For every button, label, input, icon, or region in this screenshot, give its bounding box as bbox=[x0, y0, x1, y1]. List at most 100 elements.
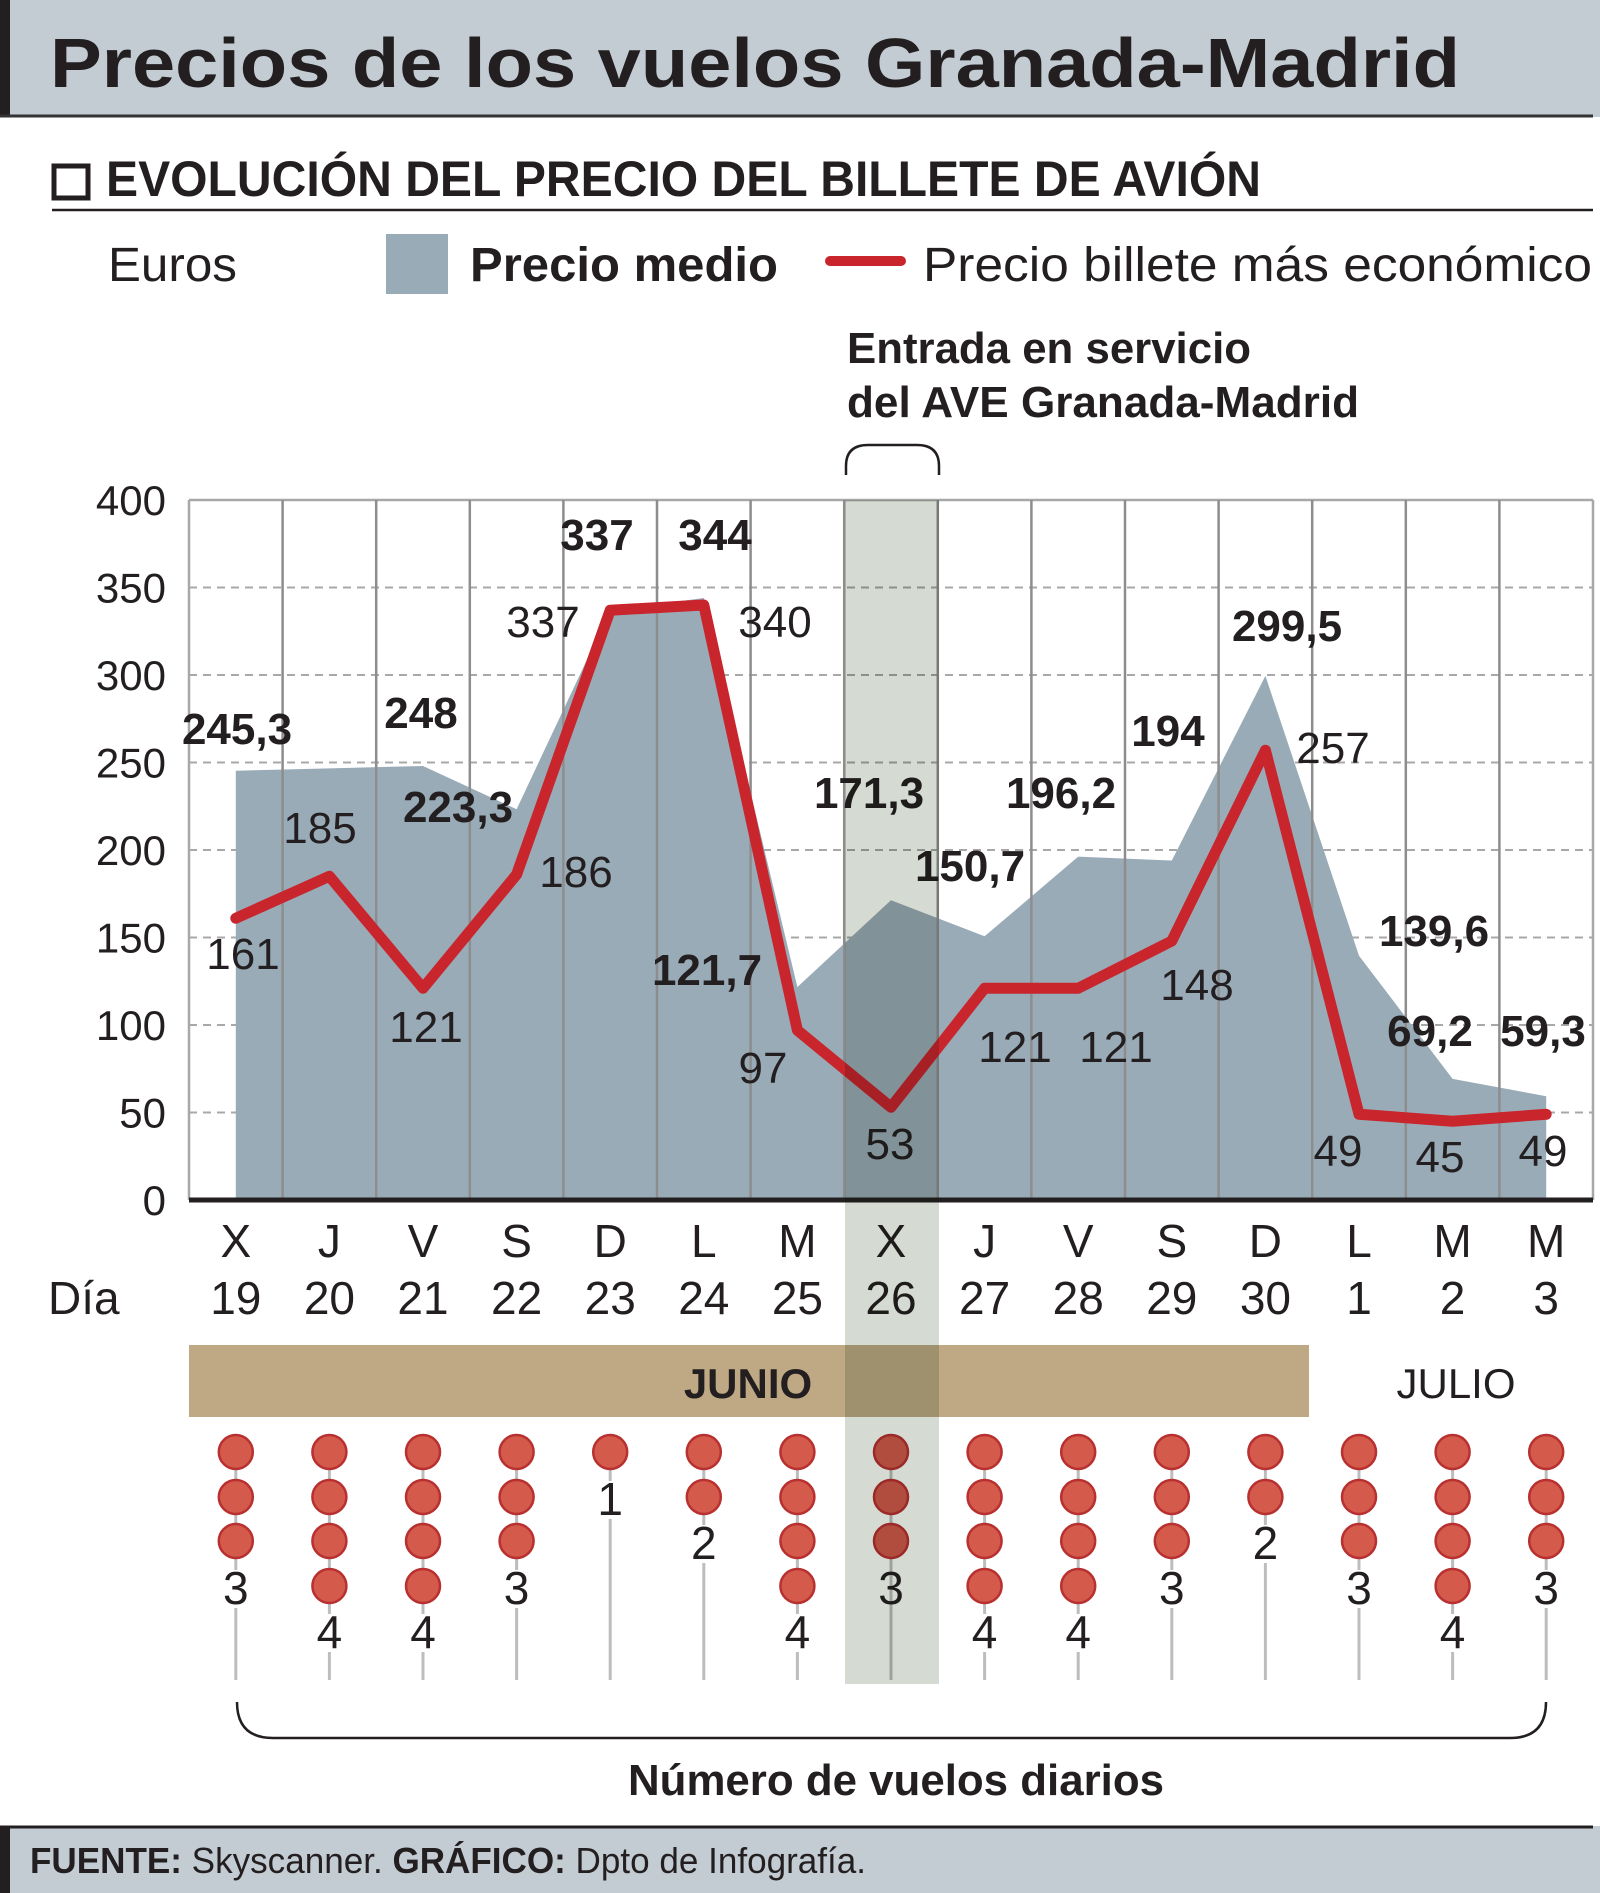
flight-dot bbox=[217, 1433, 255, 1471]
cheapest-price-label: 121 bbox=[978, 1023, 1051, 1072]
average-price-label: 337 bbox=[560, 511, 633, 560]
day-number-label: 30 bbox=[1240, 1272, 1291, 1324]
average-price-label: 248 bbox=[384, 689, 457, 738]
page-title: Precios de los vuelos Granada-Madrid bbox=[50, 24, 1460, 102]
flight-dot bbox=[404, 1433, 442, 1471]
weekday-label: D bbox=[1249, 1215, 1282, 1267]
flight-dot bbox=[1434, 1478, 1471, 1516]
flight-count-label: 3 bbox=[1533, 1562, 1559, 1614]
flight-dot bbox=[1153, 1478, 1191, 1516]
flight-dot bbox=[1059, 1478, 1097, 1516]
flight-dot bbox=[779, 1433, 816, 1471]
weekday-label: J bbox=[973, 1215, 996, 1267]
flight-dot bbox=[779, 1478, 816, 1516]
flight-count-label: 3 bbox=[223, 1562, 249, 1614]
flight-count-backdrop bbox=[689, 1525, 718, 1563]
flight-dot bbox=[966, 1478, 1003, 1516]
y-tick-label: 300 bbox=[96, 652, 166, 699]
flight-dot bbox=[217, 1478, 255, 1516]
day-number-label: 23 bbox=[585, 1272, 636, 1324]
flight-count-label: 4 bbox=[1065, 1606, 1091, 1658]
weekday-label: M bbox=[778, 1215, 816, 1267]
flight-count-backdrop bbox=[1157, 1570, 1186, 1608]
y-tick-label: 150 bbox=[96, 915, 166, 962]
day-number-label: 29 bbox=[1146, 1272, 1197, 1324]
flights-brace bbox=[235, 1701, 1548, 1740]
average-price-label: 245,3 bbox=[182, 705, 292, 754]
weekday-label: L bbox=[1346, 1215, 1372, 1267]
flight-count-backdrop bbox=[1438, 1614, 1467, 1652]
flight-dot bbox=[966, 1567, 1003, 1605]
footer-band bbox=[0, 1826, 1600, 1893]
flight-count-backdrop bbox=[1345, 1570, 1373, 1608]
unit-label: Euros bbox=[108, 239, 237, 292]
flight-dot bbox=[1153, 1433, 1191, 1471]
flight-dot bbox=[1434, 1522, 1471, 1560]
flight-dot bbox=[404, 1522, 442, 1560]
flight-dot bbox=[498, 1522, 535, 1560]
flight-count-label: 4 bbox=[410, 1606, 436, 1658]
day-number-label: 20 bbox=[304, 1272, 355, 1324]
cheapest-price-label: 257 bbox=[1296, 724, 1369, 773]
flight-dot bbox=[1527, 1433, 1565, 1471]
source-value: Skyscanner. bbox=[182, 1840, 392, 1881]
flight-dot bbox=[311, 1478, 348, 1516]
flight-dot bbox=[1247, 1478, 1284, 1516]
weekday-label: S bbox=[501, 1215, 532, 1267]
flight-dot bbox=[779, 1522, 816, 1560]
flight-dot bbox=[1059, 1433, 1097, 1471]
y-axis-ticks: 0 50 100 150 200 250 300 350 400 bbox=[96, 477, 166, 1224]
source-label: FUENTE: bbox=[30, 1840, 182, 1881]
legend-average-label: Precio medio bbox=[470, 239, 778, 292]
header-band bbox=[0, 0, 1600, 117]
flight-count-backdrop bbox=[596, 1481, 625, 1519]
legend-average-swatch bbox=[386, 234, 448, 294]
cheapest-price-label: 161 bbox=[206, 930, 279, 979]
cheapest-price-label: 340 bbox=[738, 598, 811, 647]
day-number-label: 3 bbox=[1533, 1272, 1559, 1324]
average-price-label: 344 bbox=[678, 511, 752, 560]
legend-cheapest-label: Precio billete más económico bbox=[923, 239, 1592, 292]
flight-dot bbox=[1153, 1522, 1191, 1560]
flight-count-label: 3 bbox=[1346, 1562, 1372, 1614]
flight-dot bbox=[966, 1433, 1003, 1471]
flight-count-label: 3 bbox=[1159, 1562, 1185, 1614]
average-price-label: 299,5 bbox=[1232, 602, 1342, 651]
section-title: EVOLUCIÓN DEL PRECIO DEL BILLETE DE AVIÓ… bbox=[106, 151, 1261, 207]
day-number-label: 25 bbox=[772, 1272, 823, 1324]
y-tick-label: 250 bbox=[96, 740, 166, 787]
flight-count-label: 4 bbox=[1440, 1606, 1466, 1658]
flight-count-label: 4 bbox=[785, 1606, 811, 1658]
flight-count-label: 1 bbox=[597, 1473, 623, 1525]
flight-dot bbox=[1527, 1522, 1565, 1560]
day-axis-label: Día bbox=[48, 1272, 120, 1324]
graphic-label: GRÁFICO: bbox=[392, 1840, 565, 1881]
day-number-label: 19 bbox=[210, 1272, 261, 1324]
highlight-band-ave-start bbox=[845, 500, 939, 1684]
weekday-label: S bbox=[1156, 1215, 1187, 1267]
flight-dot bbox=[591, 1433, 629, 1471]
flight-count-backdrop bbox=[502, 1570, 531, 1608]
day-number-label: 27 bbox=[959, 1272, 1010, 1324]
average-price-label: 121,7 bbox=[652, 946, 762, 995]
day-number-label: 24 bbox=[678, 1272, 729, 1324]
daily-flights: 344312434432343 bbox=[217, 1433, 1565, 1680]
flight-count-backdrop bbox=[1251, 1525, 1280, 1563]
flight-dot bbox=[779, 1567, 816, 1605]
weekday-label: M bbox=[1527, 1215, 1565, 1267]
flight-count-backdrop bbox=[783, 1614, 812, 1652]
flight-count-backdrop bbox=[315, 1614, 344, 1652]
month-july-label: JULIO bbox=[1396, 1360, 1515, 1407]
flight-dot bbox=[1434, 1567, 1471, 1605]
weekday-label: V bbox=[1063, 1215, 1094, 1267]
flight-count-label: 4 bbox=[317, 1606, 343, 1658]
y-tick-label: 50 bbox=[119, 1090, 166, 1137]
flight-dot bbox=[685, 1478, 723, 1516]
cheapest-price-label: 121 bbox=[1079, 1023, 1152, 1072]
footer-accent-bar bbox=[0, 1826, 10, 1893]
average-price-label: 194 bbox=[1131, 707, 1205, 756]
cheapest-price-label: 49 bbox=[1314, 1127, 1363, 1176]
cheapest-price-label: 185 bbox=[283, 804, 356, 853]
flight-count-label: 3 bbox=[504, 1562, 530, 1614]
